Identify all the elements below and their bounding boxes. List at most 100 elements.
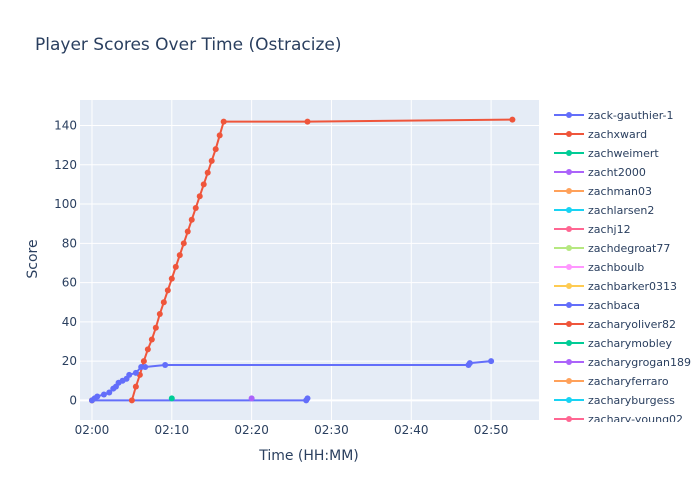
data-point[interactable] [148, 336, 155, 343]
data-point[interactable] [168, 275, 175, 282]
data-point[interactable] [304, 395, 311, 402]
legend-label: zacht2000 [588, 166, 646, 179]
legend-label: zacharyferraro [588, 375, 669, 388]
legend-label: zachlarsen2 [588, 204, 654, 217]
legend-item[interactable]: zachary-young02 [554, 413, 683, 426]
legend-label: zachary-young02 [588, 413, 683, 426]
data-point[interactable] [208, 157, 215, 164]
data-point[interactable] [168, 395, 175, 402]
legend-label: zachxward [588, 128, 647, 141]
legend-label: zacharymobley [588, 337, 673, 350]
data-point[interactable] [188, 216, 195, 223]
legend-marker [566, 359, 572, 365]
y-tick-label: 140 [54, 119, 77, 133]
x-tick-label: 02:50 [474, 423, 509, 437]
data-point[interactable] [176, 252, 183, 259]
data-point[interactable] [106, 389, 113, 396]
x-tick-label: 02:00 [75, 423, 110, 437]
legend-item[interactable]: zack-gauthier-1 [554, 109, 674, 122]
legend-item[interactable]: zacht2000 [554, 166, 646, 179]
data-point[interactable] [100, 391, 107, 398]
y-tick-label: 20 [62, 354, 77, 368]
legend-label: zachbarker0313 [588, 280, 677, 293]
data-point[interactable] [204, 169, 211, 176]
legend-marker [566, 340, 572, 346]
legend-item[interactable]: zacharymobley [554, 337, 673, 350]
legend-item[interactable]: zachj12 [554, 223, 631, 236]
series-zachweimert [168, 395, 175, 402]
data-point[interactable] [160, 299, 167, 306]
data-point[interactable] [162, 362, 169, 369]
y-axis-label: Score [25, 239, 41, 278]
legend-label: zacharygrogan189 [588, 356, 691, 369]
legend-label: zachweimert [588, 147, 659, 160]
data-point[interactable] [128, 397, 135, 404]
legend-label: zacharyoliver82 [588, 318, 676, 331]
x-tick-label: 02:20 [234, 423, 269, 437]
data-point[interactable] [220, 118, 227, 125]
legend-label: zachboulb [588, 261, 644, 274]
legend-label: zachman03 [588, 185, 652, 198]
data-point[interactable] [164, 287, 171, 294]
legend-marker [566, 245, 572, 251]
data-point[interactable] [212, 146, 219, 153]
chart-title: Player Scores Over Time (Ostracize) [35, 35, 342, 55]
legend-marker [566, 264, 572, 270]
legend-item[interactable]: zachbarker0313 [554, 280, 677, 293]
data-point[interactable] [248, 395, 255, 402]
legend-marker [566, 416, 572, 422]
y-tick-label: 120 [54, 158, 77, 172]
legend-marker [566, 226, 572, 232]
data-point[interactable] [488, 358, 495, 365]
data-point[interactable] [144, 346, 151, 353]
data-point[interactable] [142, 363, 149, 370]
legend-marker [566, 283, 572, 289]
legend-item[interactable]: zachman03 [554, 185, 652, 198]
x-axis-label: Time (HH:MM) [258, 448, 359, 464]
data-point[interactable] [192, 204, 199, 211]
data-point[interactable] [94, 393, 101, 400]
legend-item[interactable]: zacharygrogan189 [554, 356, 691, 369]
legend-marker [566, 321, 572, 327]
legend-item[interactable]: zachboulb [554, 261, 644, 274]
legend-marker [566, 150, 572, 156]
legend-marker [566, 397, 572, 403]
legend-item[interactable]: zacharyburgess [554, 394, 675, 407]
data-point[interactable] [126, 371, 133, 378]
data-point[interactable] [304, 118, 311, 125]
legend-item[interactable]: zacharyferraro [554, 375, 669, 388]
data-point[interactable] [466, 360, 473, 367]
data-point[interactable] [132, 369, 139, 376]
data-point[interactable] [132, 383, 139, 390]
legend-item[interactable]: zachdegroat77 [554, 242, 670, 255]
data-point[interactable] [152, 324, 159, 331]
series-zachxward [128, 116, 516, 404]
legend[interactable]: zack-gauthier-1 zachxward zachweimert zacht… [554, 109, 691, 426]
x-tick-label: 02:10 [155, 423, 190, 437]
legend-marker [566, 302, 572, 308]
legend-marker [566, 112, 572, 118]
data-point[interactable] [184, 228, 191, 235]
data-point[interactable] [509, 116, 516, 123]
legend-item[interactable]: zachlarsen2 [554, 204, 654, 217]
series-zack-gauthier-1 [88, 358, 495, 404]
data-point[interactable] [172, 263, 179, 270]
legend-item[interactable]: zachbaca [554, 299, 640, 312]
data-point[interactable] [180, 240, 187, 247]
data-point[interactable] [156, 310, 163, 317]
legend-label: zachbaca [588, 299, 640, 312]
data-point[interactable] [140, 358, 147, 365]
series-layer [88, 116, 516, 404]
legend-item[interactable]: zachxward [554, 128, 647, 141]
plot-area [80, 100, 539, 420]
data-point[interactable] [196, 193, 203, 200]
legend-item[interactable]: zacharyoliver82 [554, 318, 676, 331]
legend-label: zack-gauthier-1 [588, 109, 674, 122]
legend-item[interactable]: zachweimert [554, 147, 659, 160]
data-point[interactable] [200, 181, 207, 188]
legend-marker [566, 188, 572, 194]
x-tick-label: 02:40 [394, 423, 429, 437]
data-point[interactable] [216, 132, 223, 139]
x-tick-label: 02:30 [314, 423, 349, 437]
